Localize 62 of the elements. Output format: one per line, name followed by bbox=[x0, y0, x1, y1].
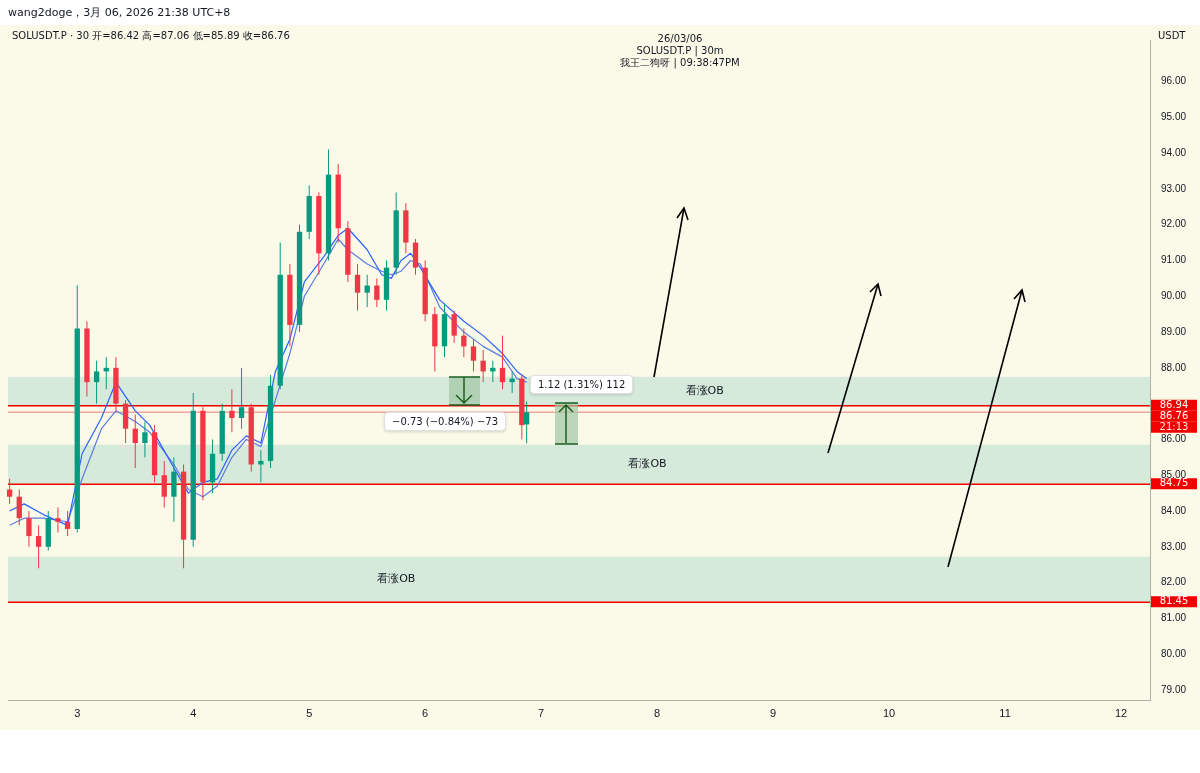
candlestick bbox=[26, 510, 32, 548]
x-tick-label: 8 bbox=[654, 706, 661, 719]
x-tick-label: 7 bbox=[538, 706, 545, 719]
band-label: 看涨OB bbox=[377, 572, 416, 586]
y-tick-label: 81.00 bbox=[1161, 612, 1187, 624]
ref-line-label: 81.45 bbox=[1159, 595, 1189, 607]
x-tick-label: 11 bbox=[999, 706, 1011, 719]
y-tick-label: 93.00 bbox=[1161, 182, 1187, 194]
y-tick-label: 82.00 bbox=[1161, 576, 1187, 588]
candlestick bbox=[6, 478, 13, 505]
x-tick-label: 3 bbox=[74, 706, 81, 719]
candlestick bbox=[374, 277, 380, 308]
y-tick-label: 86.00 bbox=[1161, 433, 1187, 445]
annotation: SOLUSDT.P | 30m bbox=[635, 45, 725, 57]
ref-line-label: 86.94 bbox=[1159, 398, 1189, 410]
candlestick bbox=[132, 413, 138, 469]
y-tick-label: 96.00 bbox=[1161, 75, 1187, 87]
candlestick bbox=[354, 263, 361, 312]
y-tick-label: 94.00 bbox=[1161, 146, 1187, 158]
candlestick bbox=[16, 489, 22, 526]
x-tick-label: 10 bbox=[882, 706, 896, 719]
annotation: −0.73 (−0.84%) −73 bbox=[384, 412, 507, 431]
x-tick-label: 4 bbox=[190, 706, 197, 719]
band-label: 看涨OB bbox=[628, 457, 667, 471]
chart-subtitle: wang2doge，3月 06, 2026 21:38 UTC+8 bbox=[8, 5, 231, 20]
y-tick-label: 92.00 bbox=[1161, 218, 1187, 230]
x-tick-label: 6 bbox=[422, 706, 429, 719]
x-tick-label: 9 bbox=[770, 706, 777, 719]
candlestick bbox=[55, 506, 61, 533]
candlestick bbox=[64, 510, 71, 537]
candlestick bbox=[238, 367, 245, 430]
candlestick bbox=[161, 460, 167, 508]
y-tick-label: 89.00 bbox=[1161, 325, 1187, 337]
y-tick-label: 91.00 bbox=[1161, 254, 1187, 266]
candlestick bbox=[451, 310, 457, 344]
candlestick bbox=[35, 524, 42, 569]
candlestick bbox=[229, 388, 235, 433]
candlestick bbox=[93, 360, 100, 405]
candlestick bbox=[258, 449, 264, 483]
x-tick-label: 5 bbox=[306, 706, 313, 719]
y-tick-label: 88.00 bbox=[1161, 361, 1187, 373]
x-tick-label: 12 bbox=[1114, 706, 1128, 719]
y-tick-label: 90.00 bbox=[1161, 290, 1187, 302]
annotation: 1.12 (1.31%) 112 bbox=[530, 375, 634, 394]
y-tick-label: 95.00 bbox=[1161, 111, 1187, 123]
y-tick-label: 83.00 bbox=[1161, 540, 1187, 552]
y-tick-label: 79.00 bbox=[1161, 683, 1187, 695]
candlestick bbox=[470, 338, 477, 372]
y-axis-title: USDT bbox=[1158, 30, 1186, 41]
band-label: 看涨OB bbox=[685, 384, 724, 398]
y-tick-label: 80.00 bbox=[1161, 647, 1187, 659]
ref-line-label: 86.76 bbox=[1159, 409, 1189, 421]
annotation: 26/03/06 bbox=[656, 33, 704, 45]
candlestick bbox=[499, 335, 506, 390]
candlestick bbox=[142, 421, 148, 458]
text: 21:13 bbox=[1159, 420, 1189, 432]
chart-title: SOLUSDT.P · 30 开=86.42 高=87.06 低=85.89 收=86.76 bbox=[12, 29, 290, 43]
candlestick bbox=[509, 370, 515, 394]
annotation: 我王二狗呀 | 09:38:47PM bbox=[619, 57, 741, 69]
y-tick-label: 84.00 bbox=[1161, 504, 1187, 516]
candlestick bbox=[364, 274, 370, 308]
candlestick bbox=[523, 401, 530, 444]
